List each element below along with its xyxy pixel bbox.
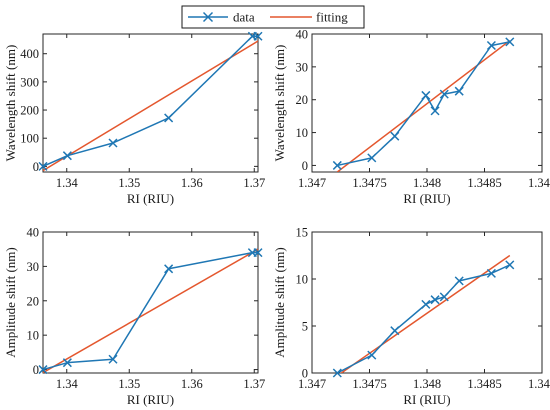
data-point [439,292,449,302]
data-point [430,295,440,305]
data-point [390,131,400,141]
y-axis-label: Wavelength shift (nm) [3,45,18,162]
data-point [332,368,342,378]
legend: data fitting [181,5,365,29]
data-point [38,161,48,171]
x-tick-label: 1.35 [118,377,140,391]
subplot-1: 1.34 1.35 1.36 1.37 0 100 200 300 400 RI (RIU) Wav… [3,31,265,206]
x-tick-label: 1.37 [243,377,265,391]
data-point [367,153,377,163]
data-point [486,40,496,51]
y-tick-label: 10 [296,126,309,140]
data-point [430,106,440,116]
data-point [454,86,464,96]
x-tick-label: 1.347 [298,377,326,391]
data-point [38,365,48,375]
y-tick-label: 0 [302,159,308,173]
data-point [421,299,431,309]
x-tick-label: 1.3485 [467,176,501,190]
x-tick-label: 1.3475 [352,176,386,190]
x-tick-label: 1.348 [413,377,441,391]
data-line [42,35,258,168]
fitting-line [336,39,511,172]
y-tick-label: 100 [20,132,39,146]
data-point [332,160,342,170]
data-line [336,264,511,374]
fitting-line [43,248,258,373]
plot-frame [42,33,259,173]
data-point [390,326,400,336]
data-point [108,138,118,148]
fitting-line [340,254,511,373]
legend-label-fitting: fitting [316,10,348,25]
x-axis-label: RI (RIU) [403,191,450,206]
y-tick-label: 0 [302,367,308,381]
y-tick-label: 200 [20,104,39,118]
x-tick-label: 1.349 [528,377,550,391]
y-tick-label: 40 [296,28,309,42]
x-tick-label: 1.37 [243,176,265,190]
data-point [164,264,174,274]
y-axis-label: Amplitude shift (nm) [272,247,287,358]
y-tick-label: 0 [33,363,39,377]
legend-entry-data: data [188,10,255,25]
x-tick-label: 1.35 [118,176,140,190]
x-tick-label: 1.349 [528,176,550,190]
y-tick-label: 0 [33,160,39,174]
y-tick-label: 300 [20,75,39,89]
x-axis-label: RI (RIU) [127,191,174,206]
data-point [253,248,263,258]
y-tick-label: 10 [296,273,309,287]
x-tick-label: 1.348 [413,176,441,190]
y-tick-label: 400 [20,47,39,61]
y-axis-label: Amplitude shift (nm) [3,247,18,358]
y-tick-label: 10 [27,329,40,343]
x-tick-label: 1.36 [181,176,203,190]
data-point [454,276,464,286]
y-axis-label: Wavelength shift (nm) [272,45,287,162]
data-point [486,268,496,278]
data-point [367,350,377,360]
data-point [253,31,263,41]
data-point [421,90,431,100]
y-tick-label: 20 [27,294,40,308]
y-tick-label: 15 [296,226,309,240]
x-tick-label: 1.3475 [352,377,386,391]
subplot-2: 1.347 1.3475 1.348 1.3485 1.349 0 10 20 30 40 RI (… [272,28,550,207]
data-point [108,354,118,364]
data-point [62,151,72,161]
subplot-3: 1.34 1.35 1.36 1.37 0 10 20 30 40 RI (RIU) Amplitu… [3,226,265,408]
x-axis-label: RI (RIU) [127,392,174,407]
legend-entry-fitting: fitting [270,10,348,25]
x-tick-label: 1.34 [56,176,79,190]
legend-label-data: data [233,10,255,25]
x-axis-label: RI (RIU) [403,392,450,407]
plot-frame [42,231,259,374]
x-tick-label: 1.3485 [467,377,501,391]
data-point [505,37,515,47]
data-point [439,89,449,99]
data-point [164,113,174,123]
y-tick-label: 20 [296,93,309,107]
y-tick-label: 5 [302,320,308,334]
subplot-4: 1.347 1.3475 1.348 1.3485 1.349 0 5 10 15 RI (RIU… [272,226,550,408]
y-tick-label: 30 [27,260,40,274]
fitting-line [43,40,258,172]
x-icon [202,11,214,23]
y-tick-label: 40 [27,226,40,240]
x-tick-label: 1.34 [56,377,79,391]
data-point [62,358,72,368]
x-tick-label: 1.36 [181,377,203,391]
data-point [505,260,515,270]
y-tick-label: 30 [296,60,309,74]
x-tick-label: 1.347 [298,176,326,190]
